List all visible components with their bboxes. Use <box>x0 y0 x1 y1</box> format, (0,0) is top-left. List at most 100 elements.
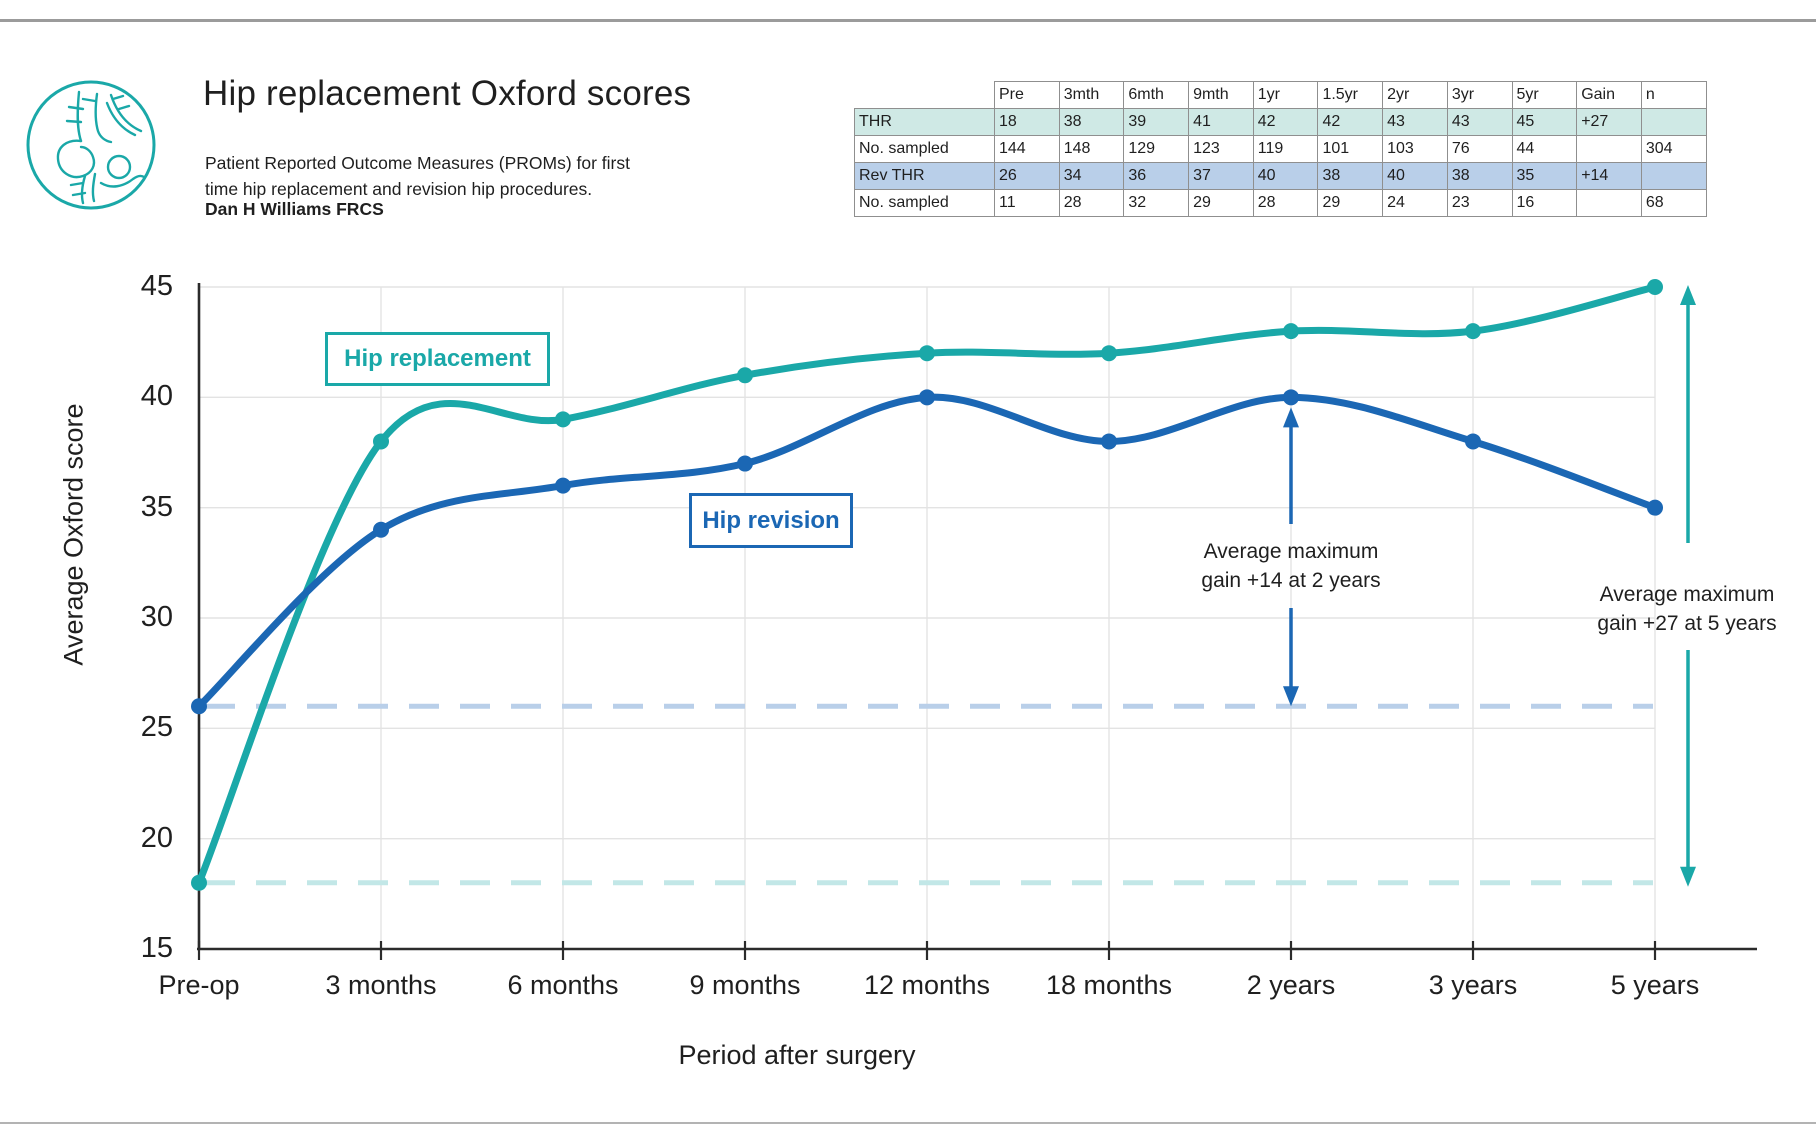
subtitle-line-2: time hip replacement and revision hip pr… <box>205 179 593 199</box>
table-column-header: 9mth <box>1188 81 1254 109</box>
hip-revision-data-point <box>191 698 207 715</box>
y-axis-tick-label: 25 <box>140 711 173 744</box>
table-row-label: Rev THR <box>854 162 995 190</box>
table-column-header: 5yr <box>1511 81 1578 109</box>
table-cell: 40 <box>1252 162 1319 190</box>
author-name: Dan H Williams FRCS <box>205 199 384 219</box>
page-title: Hip replacement Oxford scores <box>203 74 692 113</box>
table-cell <box>1576 135 1642 163</box>
table-row-label: No. sampled <box>854 135 995 163</box>
table-cell: 129 <box>1123 135 1190 163</box>
table-cell: 26 <box>994 162 1060 190</box>
table-cell <box>1640 108 1707 136</box>
annotation-gain-5-years: Average maximum gain +27 at 5 years <box>1537 581 1816 638</box>
hip-replacement-data-point <box>373 433 389 450</box>
hip-revision-data-point <box>919 389 935 406</box>
x-axis-tick-label: 9 months <box>689 970 801 1000</box>
page-subtitle: Patient Reported Outcome Measures (PROMs… <box>205 150 630 202</box>
hip-replacement-data-point <box>1283 323 1299 340</box>
hip-replacement-data-point <box>737 367 753 384</box>
x-axis-tick-label: 3 months <box>325 970 437 1000</box>
bottom-divider <box>0 1122 1816 1124</box>
table-row: No. sampled 11 28 32 29 28 29 24 23 16 68 <box>854 189 1707 217</box>
table-cell: 103 <box>1382 135 1448 163</box>
table-column-header: 3mth <box>1058 81 1125 109</box>
table-column-header: 6mth <box>1123 81 1190 109</box>
hip-revision-data-point <box>1283 389 1299 406</box>
x-axis-tick-label: 2 years <box>1246 970 1336 1000</box>
table-corner-cell <box>854 81 995 109</box>
table-row-label: THR <box>854 108 995 136</box>
hip-revision-data-point <box>1465 433 1481 450</box>
hip-replacement-data-point <box>919 345 935 362</box>
hip-revision-data-point <box>1647 499 1663 516</box>
gain-27-arrow-head-down <box>1680 866 1696 887</box>
table-cell: 24 <box>1382 189 1448 217</box>
table-cell: 42 <box>1252 108 1319 136</box>
table-cell: 37 <box>1188 162 1254 190</box>
x-axis-tick-label: 12 months <box>863 970 991 1000</box>
table-cell: 44 <box>1511 135 1578 163</box>
table-cell: 35 <box>1511 162 1578 190</box>
y-axis-tick-label: 35 <box>140 490 173 523</box>
hip-revision-data-point <box>737 455 753 472</box>
table-cell: 32 <box>1123 189 1190 217</box>
table-cell: 68 <box>1640 189 1707 217</box>
table-cell: +14 <box>1576 162 1642 190</box>
annotation-gain-2-years: Average maximum gain +14 at 2 years <box>1141 538 1441 595</box>
gain-14-arrow-head-up <box>1283 407 1299 428</box>
hip-revision-data-point <box>1101 433 1117 450</box>
hip-replacement-data-point <box>1647 279 1663 295</box>
subtitle-line-1: Patient Reported Outcome Measures (PROMs… <box>205 153 630 173</box>
table-column-header: n <box>1640 81 1707 109</box>
table-row: THR 18 38 39 41 42 42 43 43 45 +27 <box>854 108 1707 136</box>
x-axis-tick-label: Pre-op <box>158 970 240 1000</box>
y-axis-tick-label: 45 <box>140 270 173 302</box>
y-axis-title: Average Oxford score <box>58 403 89 666</box>
table-column-header: 1.5yr <box>1317 81 1384 109</box>
hip-replacement-data-point <box>555 411 571 428</box>
table-column-header: Gain <box>1576 81 1642 109</box>
annotation-gain-5-years-line2: gain +27 at 5 years <box>1597 611 1777 635</box>
table-cell: 119 <box>1252 135 1319 163</box>
legend-hip-revision: Hip revision <box>689 493 853 548</box>
hip-replacement-data-point <box>1465 323 1481 340</box>
top-divider <box>0 19 1816 22</box>
table-header-row: Pre 3mth 6mth 9mth 1yr 1.5yr 2yr 3yr 5yr Gain n <box>854 81 1707 109</box>
table-cell: 36 <box>1123 162 1190 190</box>
hip-replacement-data-point <box>1101 345 1117 362</box>
gain-14-arrow-head-down <box>1283 686 1299 707</box>
table-row-label: No. sampled <box>854 189 995 217</box>
table-column-header: 3yr <box>1446 81 1513 109</box>
legend-hip-revision-label: Hip revision <box>702 506 840 534</box>
hip-revision-data-point <box>373 521 389 538</box>
y-axis-tick-label: 15 <box>140 932 173 964</box>
annotation-gain-2-years-line1: Average maximum <box>1203 540 1379 563</box>
table-cell: 11 <box>994 189 1060 217</box>
table-cell: 38 <box>1058 108 1125 136</box>
x-axis-title: Period after surgery <box>678 1040 916 1070</box>
table-column-header: Pre <box>994 81 1060 109</box>
table-cell <box>1576 189 1642 217</box>
table-cell: 42 <box>1317 108 1384 136</box>
table-cell: 43 <box>1446 108 1513 136</box>
y-axis-tick-label: 40 <box>140 380 173 413</box>
legend-hip-replacement: Hip replacement <box>325 332 550 386</box>
legend-hip-replacement-label: Hip replacement <box>344 345 531 372</box>
table-cell: 29 <box>1188 189 1254 217</box>
hip-replacement-data-point <box>191 874 207 891</box>
table-column-header: 2yr <box>1382 81 1448 109</box>
annotation-gain-5-years-line1: Average maximum <box>1599 583 1775 606</box>
hip-joint-logo-icon <box>26 80 156 210</box>
table-cell: 43 <box>1382 108 1448 136</box>
x-axis-tick-label: 18 months <box>1045 970 1173 1000</box>
table-cell: 28 <box>1058 189 1125 217</box>
x-axis-tick-label: 6 months <box>507 970 619 1000</box>
table-cell: 123 <box>1188 135 1254 163</box>
table-cell: 39 <box>1123 108 1190 136</box>
table-cell: 144 <box>994 135 1060 163</box>
proms-data-table: Pre 3mth 6mth 9mth 1yr 1.5yr 2yr 3yr 5yr Gain n TH… <box>854 81 1707 217</box>
table-cell: 40 <box>1382 162 1448 190</box>
annotation-gain-2-years-line2: gain +14 at 2 years <box>1201 568 1381 592</box>
